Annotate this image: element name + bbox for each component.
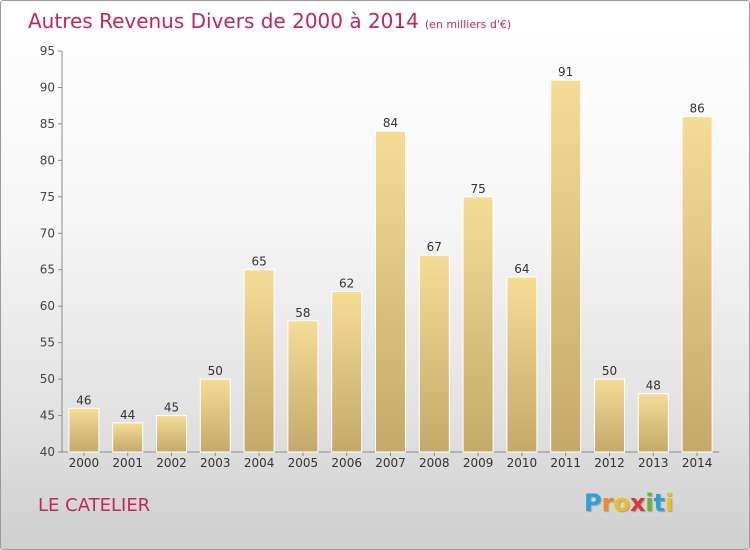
- bar-2005: [287, 320, 319, 453]
- proxiti-logo[interactable]: Proxiti: [584, 489, 673, 517]
- logo-letter: P: [584, 489, 602, 517]
- x-tick-label-2003: 2003: [200, 456, 231, 470]
- bar-2011: [550, 79, 582, 453]
- y-tick-label: 70: [40, 226, 55, 240]
- value-label-2013: 48: [646, 379, 661, 393]
- y-tick-label: 80: [40, 153, 55, 167]
- bar-2012: [594, 378, 625, 453]
- x-tick-label-2012: 2012: [594, 456, 625, 470]
- bars: 46 44 45 50 65 58 62 84 67 75 64 91 50 48 86: [68, 65, 713, 453]
- y-tick-label: 40: [40, 445, 55, 459]
- value-label-2014: 86: [689, 102, 704, 116]
- x-tick-label-2004: 2004: [244, 456, 275, 470]
- y-tick-label: 75: [40, 190, 55, 204]
- x-tick-label-2011: 2011: [550, 456, 581, 470]
- logo-letter: t: [653, 489, 666, 517]
- value-label-2002: 45: [164, 401, 179, 415]
- axes: 40 45 50 55 60 65 70 75 80 85 90 95 2000 2001 2002 2003…: [40, 44, 719, 470]
- y-tick-label: 65: [40, 263, 55, 277]
- logo-letter: x: [629, 489, 646, 517]
- value-label-2001: 44: [120, 408, 135, 422]
- value-label-2008: 67: [427, 240, 442, 254]
- value-label-2010: 64: [514, 262, 529, 276]
- bar-2001: [112, 422, 144, 453]
- bar-2000: [68, 407, 100, 453]
- logo-letter: i: [645, 489, 654, 517]
- x-tick-label-2008: 2008: [419, 456, 450, 470]
- chart-unit: (en milliers d'€): [424, 18, 512, 31]
- value-label-2012: 50: [602, 364, 617, 378]
- chart-title-block: Autres Revenus Divers de 2000 à 2014 (en …: [28, 9, 511, 33]
- bar-2002: [156, 415, 187, 453]
- logo-letter: r: [601, 489, 614, 517]
- y-tick-label: 60: [40, 299, 55, 313]
- bar-2004: [243, 269, 275, 453]
- bar-2009: [462, 196, 494, 453]
- bar-2010: [506, 276, 538, 453]
- y-tick-label: 95: [40, 44, 55, 58]
- x-tick-label-2013: 2013: [638, 456, 669, 470]
- y-tick-label: 85: [40, 117, 55, 131]
- city-name: LE CATELIER: [38, 495, 151, 516]
- x-tick-label-2010: 2010: [507, 456, 538, 470]
- x-tick-label-2007: 2007: [375, 456, 406, 470]
- bar-2003: [199, 378, 231, 453]
- value-label-2011: 91: [558, 65, 573, 79]
- x-tick-label-2009: 2009: [463, 456, 494, 470]
- x-tick-label-2001: 2001: [112, 456, 143, 470]
- bar-2013: [637, 393, 669, 453]
- value-label-2004: 65: [251, 255, 266, 269]
- value-label-2007: 84: [383, 116, 398, 130]
- x-tick-label-2006: 2006: [331, 456, 362, 470]
- bar-2014: [681, 116, 713, 453]
- value-label-2009: 75: [470, 182, 485, 196]
- x-tick-label-2005: 2005: [288, 456, 319, 470]
- logo-letter: o: [613, 489, 630, 517]
- value-label-2005: 58: [295, 306, 310, 320]
- bar-2006: [331, 291, 363, 453]
- y-tick-label: 50: [40, 372, 55, 386]
- y-tick-label: 55: [40, 336, 55, 350]
- x-tick-label-2014: 2014: [682, 456, 713, 470]
- logo-letter: i: [665, 489, 674, 517]
- chart-title: Autres Revenus Divers de 2000 à 2014: [28, 9, 419, 33]
- y-tick-label: 90: [40, 80, 55, 94]
- value-label-2006: 62: [339, 277, 354, 291]
- bar-2007: [375, 130, 406, 453]
- bar-2008: [418, 254, 450, 453]
- x-tick-label-2002: 2002: [156, 456, 187, 470]
- x-tick-label-2000: 2000: [69, 456, 100, 470]
- value-label-2000: 46: [76, 393, 91, 407]
- y-tick-label: 45: [40, 409, 55, 423]
- value-label-2003: 50: [208, 364, 223, 378]
